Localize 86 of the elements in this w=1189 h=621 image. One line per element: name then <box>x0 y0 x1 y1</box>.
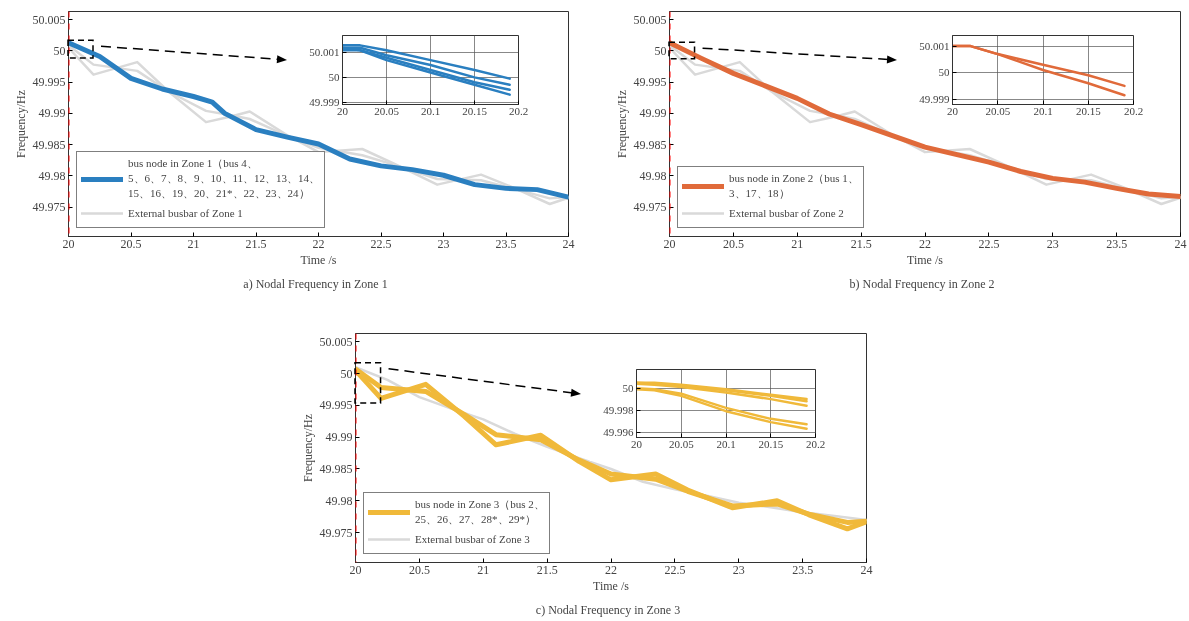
y-tick-label: 50.005 <box>633 12 667 27</box>
x-tick-label: 21 <box>791 236 804 251</box>
legend-label: bus node in Zone 1（bus 4、5、6、7、8、9、10、11、12、13、14、15、16、19、20、21*、22、23、24） <box>128 156 321 201</box>
x-tick-label: 21.5 <box>850 236 872 251</box>
y-tick-label: 50.005 <box>32 12 66 27</box>
x-axis-title: Time /s <box>907 252 944 267</box>
x-tick-label: 21 <box>187 236 200 251</box>
y-tick-label: 49.999 <box>309 95 340 108</box>
y-tick-label: 49.985 <box>319 461 353 476</box>
y-tick-label: 49.975 <box>32 200 66 215</box>
y-tick-label: 49.985 <box>32 137 66 152</box>
x-axis-title: Time /s <box>593 578 630 593</box>
text: a) Nodal Frequency in Zone 1 <box>243 276 388 291</box>
y-tick-label: 49.985 <box>633 137 667 152</box>
y-tick-label: 49.99 <box>325 430 353 445</box>
text: c) Nodal Frequency in Zone 3 <box>535 602 681 617</box>
y-tick-label: 49.99 <box>38 106 66 121</box>
y-axis-title: Frequency/Hz <box>614 90 629 158</box>
x-tick-label: 20 <box>947 104 959 117</box>
x-tick-label: 20 <box>62 236 75 251</box>
x-tick-label: 22.5 <box>664 562 686 577</box>
x-tick-label: 20.05 <box>668 437 695 450</box>
x-tick-label: 21.5 <box>245 236 267 251</box>
y-tick-label: 49.98 <box>639 168 667 183</box>
x-tick-label: 23 <box>1046 236 1059 251</box>
x-tick-label: 20 <box>631 437 643 450</box>
legend-label: bus node in Zone 2（bus 1、3、17、18） <box>729 171 859 201</box>
x-tick-label: 20.1 <box>420 104 441 117</box>
y-tick-label: 50 <box>938 66 950 79</box>
legend-label: bus node in Zone 3（bus 2、25、26、27、28*、29*） <box>415 497 545 527</box>
y-axis-title: Frequency/Hz <box>13 90 28 158</box>
x-tick-label: 20.2 <box>805 437 826 450</box>
y-tick-label: 49.995 <box>32 75 66 90</box>
x-tick-label: 22 <box>605 562 617 577</box>
x-tick-label: 24 <box>562 236 575 251</box>
y-tick-label: 50 <box>328 70 340 83</box>
x-tick-label: 20 <box>663 236 676 251</box>
x-tick-label: 20.5 <box>120 236 142 251</box>
y-axis-title: Frequency/Hz <box>300 414 315 482</box>
x-tick-label: 22 <box>919 236 931 251</box>
y-tick-label: 50 <box>654 43 667 58</box>
x-tick-label: 20.2 <box>508 104 529 117</box>
x-tick-label: 22.5 <box>370 236 392 251</box>
x-tick-label: 20.5 <box>408 562 430 577</box>
x-tick-label: 20.15 <box>758 437 784 450</box>
text: b) Nodal Frequency in Zone 2 <box>849 276 995 291</box>
y-tick-label: 49.98 <box>38 168 66 183</box>
y-tick-label: 50 <box>340 366 353 381</box>
x-tick-label: 24 <box>1174 236 1187 251</box>
legend-label: External busbar of Zone 1 <box>128 206 243 220</box>
x-tick-label: 23.5 <box>792 562 814 577</box>
y-tick-label: 50 <box>53 43 66 58</box>
x-tick-label: 22.5 <box>978 236 1000 251</box>
x-tick-label: 21.5 <box>536 562 558 577</box>
x-tick-label: 20.1 <box>1033 104 1053 117</box>
x-axis-title: Time /s <box>300 252 337 267</box>
y-tick-label: 50.005 <box>319 334 353 349</box>
x-tick-label: 24 <box>860 562 873 577</box>
x-tick-label: 20.15 <box>462 104 488 117</box>
x-tick-label: 20.15 <box>1075 104 1102 117</box>
x-tick-label: 20.2 <box>1123 104 1144 117</box>
legend-label: External busbar of Zone 2 <box>729 206 844 220</box>
x-tick-label: 23.5 <box>1106 236 1128 251</box>
legend-label: External busbar of Zone 3 <box>415 532 530 546</box>
y-tick-label: 49.998 <box>603 403 634 416</box>
x-tick-label: 21 <box>477 562 490 577</box>
x-tick-label: 23 <box>437 236 450 251</box>
y-tick-label: 49.98 <box>325 493 353 508</box>
x-tick-label: 20.1 <box>716 437 736 450</box>
y-tick-label: 49.996 <box>603 425 634 438</box>
y-tick-label: 49.999 <box>919 92 950 105</box>
x-tick-label: 20.05 <box>374 104 400 117</box>
x-tick-label: 20.5 <box>722 236 744 251</box>
y-tick-label: 49.975 <box>319 525 353 540</box>
y-tick-label: 50.001 <box>919 39 950 52</box>
y-tick-label: 50 <box>622 381 634 394</box>
y-tick-label: 49.995 <box>633 75 667 90</box>
x-tick-label: 20 <box>349 562 362 577</box>
x-tick-label: 22 <box>312 236 325 251</box>
y-tick-label: 50.001 <box>309 46 340 59</box>
x-tick-label: 23 <box>732 562 745 577</box>
x-tick-label: 20.05 <box>985 104 1011 117</box>
y-tick-label: 49.995 <box>319 398 353 413</box>
y-tick-label: 49.99 <box>639 106 667 121</box>
y-tick-label: 49.975 <box>633 200 667 215</box>
x-tick-label: 23.5 <box>495 236 517 251</box>
